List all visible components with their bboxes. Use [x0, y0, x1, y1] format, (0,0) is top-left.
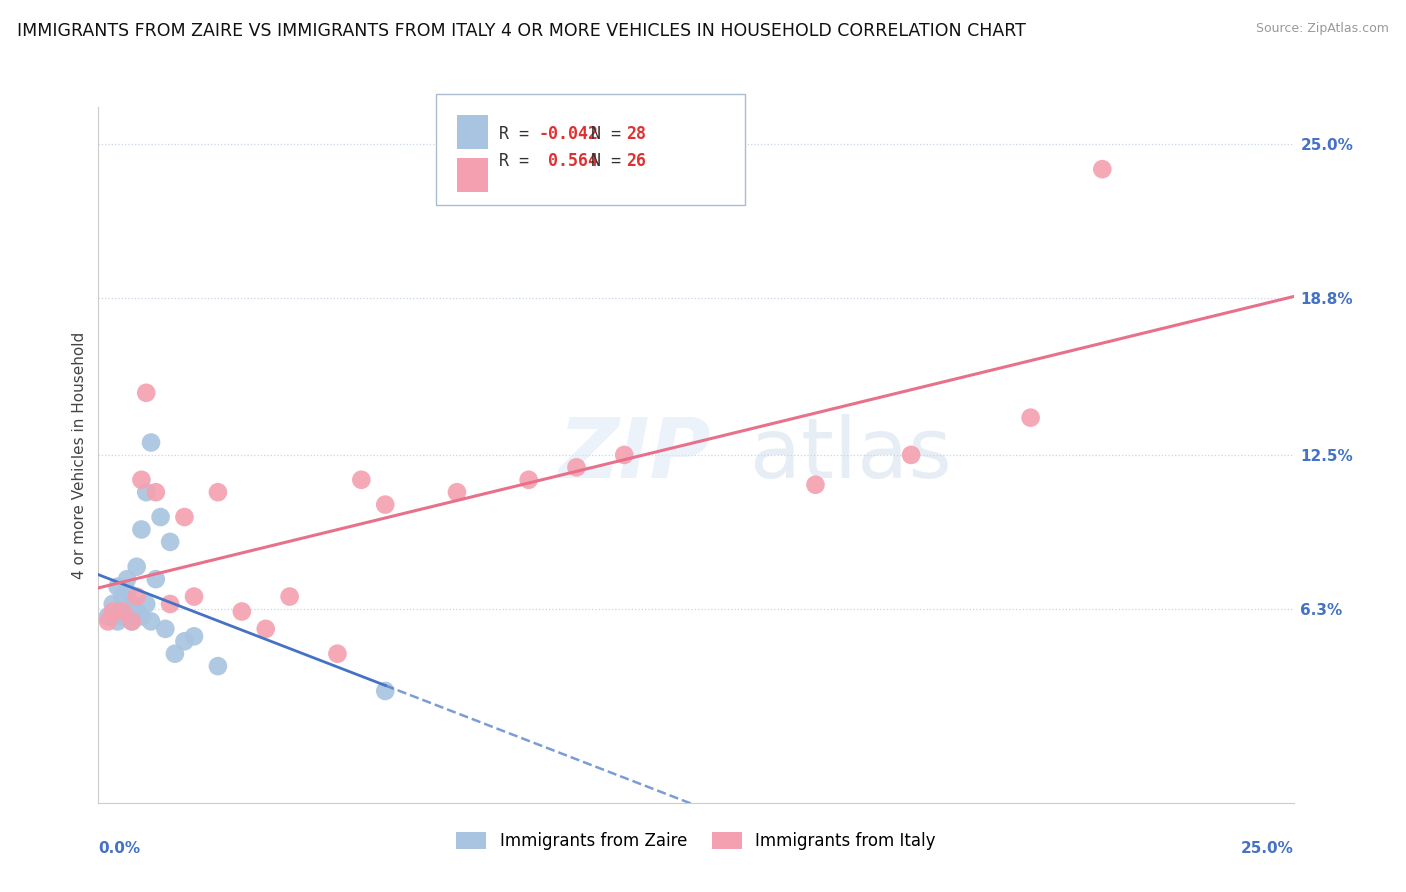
Point — [135, 385, 157, 400]
Point — [517, 473, 540, 487]
Text: Source: ZipAtlas.com: Source: ZipAtlas.com — [1256, 22, 1389, 36]
Point — [278, 590, 301, 604]
Point — [173, 634, 195, 648]
Point — [159, 597, 181, 611]
Point — [111, 590, 134, 604]
Point — [159, 534, 181, 549]
Point — [115, 584, 138, 599]
Text: R =: R = — [499, 152, 538, 169]
Point — [111, 605, 134, 619]
Point — [207, 485, 229, 500]
Point — [115, 572, 138, 586]
Text: 25.0%: 25.0% — [1240, 841, 1294, 856]
Point — [231, 605, 253, 619]
Point — [135, 485, 157, 500]
Point — [125, 590, 148, 604]
Point — [446, 485, 468, 500]
Text: 0.564: 0.564 — [538, 152, 599, 169]
Text: 28: 28 — [626, 125, 645, 143]
Point — [374, 498, 396, 512]
Point — [804, 477, 827, 491]
Point — [131, 523, 153, 537]
Point — [254, 622, 277, 636]
Point — [1091, 162, 1114, 177]
Point — [131, 609, 153, 624]
Point — [145, 485, 167, 500]
Legend: Immigrants from Zaire, Immigrants from Italy: Immigrants from Zaire, Immigrants from I… — [450, 826, 942, 857]
Point — [183, 629, 205, 643]
Point — [107, 615, 129, 629]
Point — [207, 659, 229, 673]
Point — [173, 510, 195, 524]
Text: R =: R = — [499, 125, 538, 143]
Point — [900, 448, 922, 462]
Point — [350, 473, 373, 487]
Point — [97, 609, 120, 624]
Text: 0.0%: 0.0% — [98, 841, 141, 856]
Point — [326, 647, 349, 661]
Text: IMMIGRANTS FROM ZAIRE VS IMMIGRANTS FROM ITALY 4 OR MORE VEHICLES IN HOUSEHOLD C: IMMIGRANTS FROM ZAIRE VS IMMIGRANTS FROM… — [17, 22, 1026, 40]
Point — [115, 605, 138, 619]
Text: -0.042: -0.042 — [538, 125, 599, 143]
Point — [107, 580, 129, 594]
Point — [121, 597, 143, 611]
Point — [121, 615, 143, 629]
Point — [101, 597, 124, 611]
Point — [565, 460, 588, 475]
Text: N =: N = — [591, 152, 630, 169]
Point — [97, 615, 120, 629]
Point — [155, 622, 177, 636]
Point — [145, 572, 167, 586]
Point — [149, 510, 172, 524]
Point — [111, 609, 134, 624]
Point — [183, 590, 205, 604]
Point — [125, 605, 148, 619]
Point — [374, 684, 396, 698]
Point — [121, 615, 143, 629]
Point — [1019, 410, 1042, 425]
Point — [125, 559, 148, 574]
Point — [613, 448, 636, 462]
Text: atlas: atlas — [749, 415, 952, 495]
Point — [135, 597, 157, 611]
Point — [139, 435, 162, 450]
Text: 26: 26 — [626, 152, 645, 169]
Point — [139, 615, 162, 629]
Y-axis label: 4 or more Vehicles in Household: 4 or more Vehicles in Household — [72, 331, 87, 579]
Text: N =: N = — [591, 125, 630, 143]
Point — [131, 473, 153, 487]
Point — [163, 647, 186, 661]
Text: ZIP: ZIP — [558, 415, 711, 495]
Point — [101, 605, 124, 619]
